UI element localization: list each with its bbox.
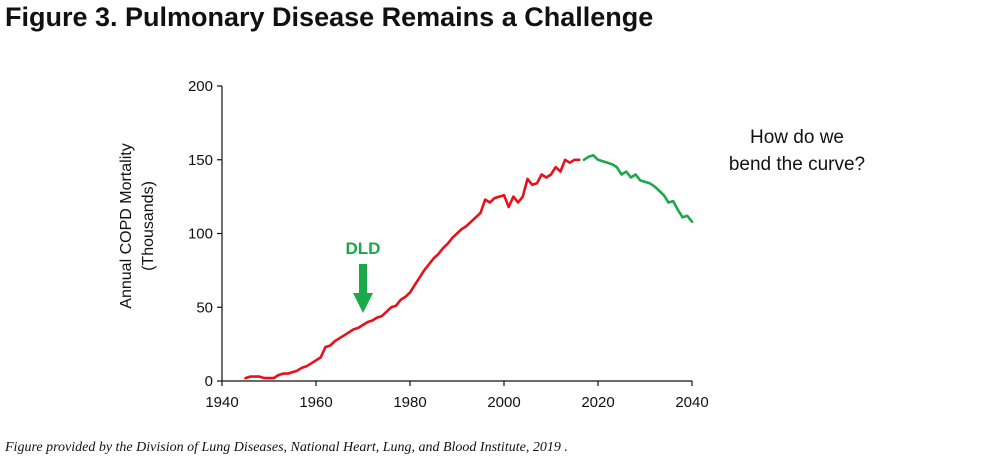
x-tick-label: 1980 (393, 394, 426, 411)
historical-mortality-line (244, 158, 581, 380)
callout-text: How do we bend the curve? (729, 127, 865, 175)
x-tick-label: 2040 (675, 394, 708, 411)
x-tick-label: 2020 (581, 394, 614, 411)
chart-series (244, 154, 694, 380)
chart-axes: 0 50 100 150 200 1940 1960 1980 2000 2020 2040 (188, 78, 709, 411)
dld-arrow-head (353, 293, 373, 313)
callout-line: How do we (750, 127, 844, 148)
y-axis-label-line: Annual COPD Mortality (118, 143, 135, 308)
y-axis-label: Annual COPD Mortality (Thousands) (118, 143, 157, 308)
y-tick-label: 150 (188, 152, 213, 169)
y-axis-label-text: Annual COPD Mortality (Thousands) (118, 143, 157, 308)
y-axis-label-line: (Thousands) (140, 181, 157, 271)
figure-title: Figure 3. Pulmonary Disease Remains a Ch… (5, 2, 654, 32)
x-tick-label: 2000 (487, 394, 520, 411)
x-tick-label: 1960 (299, 394, 332, 411)
x-tick-label: 1940 (205, 394, 238, 411)
chart-annotations: DLD How do we bend the curve? (346, 127, 865, 313)
y-tick-label: 0 (205, 373, 213, 390)
y-tick-label: 200 (188, 78, 213, 95)
figure-caption: Figure provided by the Division of Lung … (5, 440, 568, 455)
callout-line: bend the curve? (729, 154, 865, 175)
y-tick-label: 100 (188, 226, 213, 243)
dld-label: DLD (346, 239, 381, 258)
projected-mortality-line (582, 154, 694, 223)
y-tick-label: 50 (196, 299, 213, 316)
dld-arrow-shaft (359, 264, 367, 294)
